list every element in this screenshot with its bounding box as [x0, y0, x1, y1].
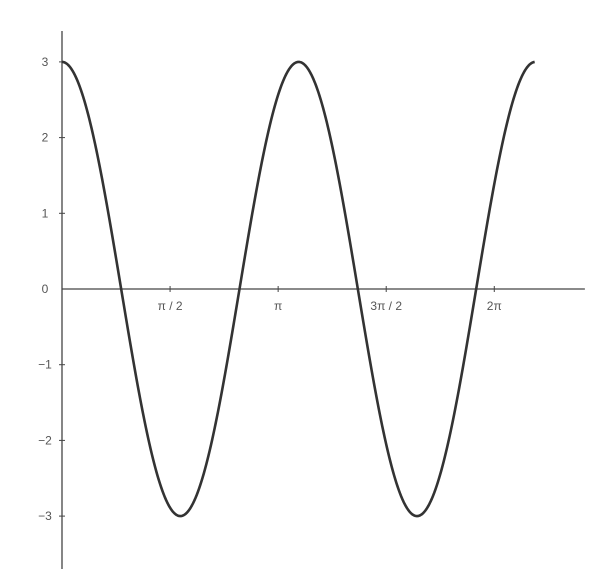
x-tick-label: π	[274, 299, 282, 313]
x-ticks: π / 2 π 3π / 2 2π	[158, 286, 502, 313]
series-line	[61, 60, 535, 518]
x-tick-label: 3π / 2	[370, 299, 402, 313]
y-tick-label: 2	[42, 131, 49, 145]
x-tick-label: π / 2	[158, 299, 183, 313]
y-tick-label: 3	[42, 55, 49, 69]
y-tick-label: −1	[38, 358, 52, 372]
x-tick-label: 2π	[487, 299, 502, 313]
y-tick-label: −3	[38, 509, 52, 523]
y-tick-label: 0	[42, 282, 49, 296]
y-tick-label: 1	[42, 206, 49, 220]
y-tick-label: −2	[38, 433, 52, 447]
y-ticks: 3 2 1 0 −1 −2 −3	[38, 55, 65, 523]
